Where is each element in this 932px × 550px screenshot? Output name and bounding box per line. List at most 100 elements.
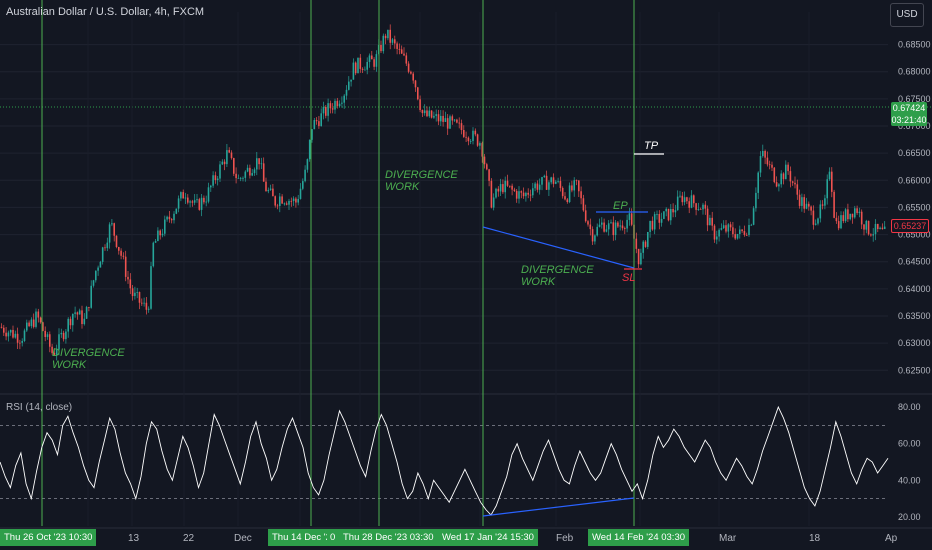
- candle-body: [697, 208, 700, 210]
- rsi-tick-label: 20.00: [898, 512, 921, 522]
- last-price-tag: 0.67424 03:21:40: [891, 102, 927, 126]
- rsi-divergence-trendline: [482, 497, 635, 517]
- price-tick-label: 0.66000: [898, 175, 931, 185]
- candle-body: [743, 231, 746, 235]
- divergence-annotation-2: DIVERGENCE WORK: [385, 169, 458, 193]
- candle-body: [564, 196, 566, 200]
- candle-body: [883, 226, 886, 230]
- price-tick-label: 0.68500: [898, 40, 931, 50]
- candle-body: [311, 129, 313, 140]
- candle-body: [320, 113, 322, 127]
- candle-body: [642, 241, 644, 253]
- candle-body: [624, 228, 626, 230]
- candle-body: [366, 61, 368, 70]
- candle-body: [423, 110, 426, 114]
- candle-body: [384, 35, 387, 39]
- candle-body: [711, 217, 713, 226]
- candle-body: [55, 349, 58, 355]
- candle-body: [21, 340, 23, 343]
- candle-body: [860, 211, 863, 225]
- candle-body: [373, 59, 375, 67]
- candle-body: [334, 100, 336, 110]
- price-tick-label: 0.67000: [898, 121, 931, 131]
- vertical-markers: [41, 0, 635, 526]
- candle-body: [417, 87, 419, 100]
- candle-body: [343, 95, 345, 103]
- candle-body: [782, 173, 785, 180]
- x-label: Ap: [885, 533, 898, 544]
- candle-body: [851, 213, 854, 218]
- candle-body: [686, 197, 688, 202]
- candle-body: [713, 225, 716, 240]
- candle-body: [368, 55, 371, 62]
- candle-body: [30, 319, 33, 327]
- candle-body: [449, 116, 451, 129]
- candle-body: [341, 102, 343, 104]
- candle-body: [357, 57, 359, 74]
- candle-body: [757, 172, 759, 193]
- date-tag-jan17: Wed 17 Jan '24 15:30: [438, 529, 538, 546]
- candle-body: [755, 192, 757, 209]
- candle-body: [453, 119, 456, 121]
- candle-body: [630, 213, 633, 225]
- candle-body: [113, 223, 115, 236]
- candle-body: [272, 188, 274, 197]
- candle-body: [865, 220, 868, 230]
- candlesticks: [0, 24, 886, 361]
- candle-body: [552, 177, 555, 184]
- candle-body: [709, 217, 711, 226]
- candle-body: [465, 136, 467, 138]
- candle-body: [573, 180, 575, 191]
- candle-body: [720, 228, 723, 230]
- candle-body: [621, 225, 624, 229]
- x-label: Mar: [719, 533, 737, 544]
- candle-body: [538, 184, 541, 190]
- candle-body: [640, 252, 642, 265]
- candle-body: [72, 313, 74, 326]
- candle-body: [120, 250, 122, 256]
- price-axis: 0.62500 0.63000 0.63500 0.64000 0.64500 0.650…: [898, 40, 931, 376]
- candle-body: [612, 222, 615, 236]
- candle-body: [359, 57, 362, 69]
- candle-body: [764, 150, 766, 158]
- candle-body: [748, 224, 750, 235]
- candle-body: [426, 110, 428, 117]
- candle-body: [568, 185, 571, 202]
- candle-body: [617, 222, 619, 227]
- candle-body: [7, 332, 10, 337]
- candle-body: [690, 195, 693, 208]
- candle-body: [881, 227, 884, 230]
- candle-body: [244, 171, 247, 178]
- candle-body: [870, 234, 872, 236]
- candle-body: [824, 198, 826, 206]
- candle-body: [62, 332, 65, 340]
- currency-button[interactable]: USD: [890, 3, 924, 27]
- candle-body: [95, 270, 97, 281]
- take-profit-label: TP: [644, 140, 659, 152]
- candle-body: [205, 201, 207, 203]
- candle-body: [440, 115, 442, 122]
- candle-body: [161, 233, 164, 236]
- candle-body: [189, 201, 191, 203]
- drawings: [482, 153, 664, 517]
- stop-loss-label: SL: [622, 272, 636, 284]
- candle-body: [683, 197, 686, 203]
- candle-body: [601, 222, 603, 225]
- candle-body: [88, 307, 90, 308]
- rsi-axis: 20.00 40.00 60.00 80.00: [898, 402, 921, 522]
- candle-body: [670, 209, 672, 221]
- candle-body: [736, 233, 739, 239]
- candle-body: [649, 220, 651, 232]
- candle-body: [177, 198, 180, 209]
- candle-body: [481, 143, 483, 157]
- candle-body: [472, 130, 474, 142]
- candle-body: [771, 164, 773, 168]
- candle-body: [345, 89, 348, 96]
- candle-body: [766, 157, 769, 165]
- candle-body: [660, 218, 663, 223]
- candle-body: [543, 175, 546, 178]
- candle-body: [154, 241, 157, 243]
- candle-body: [81, 310, 83, 325]
- candle-body: [122, 255, 125, 257]
